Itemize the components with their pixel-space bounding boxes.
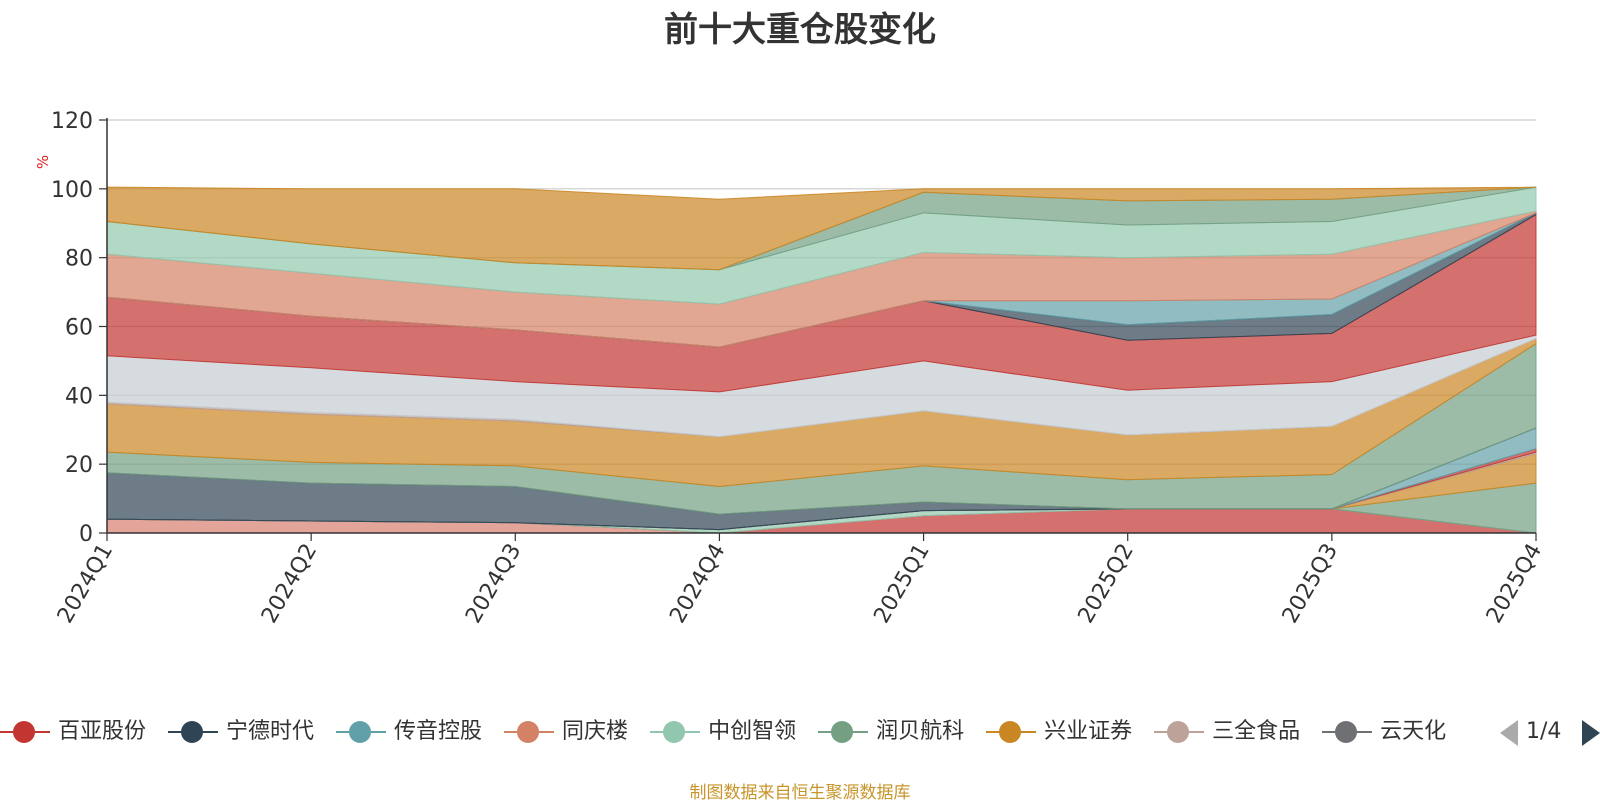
legend-label: 云天化	[1380, 719, 1447, 744]
legend-dot-icon	[181, 721, 204, 743]
legend-dot-icon	[663, 721, 686, 743]
legend-item[interactable]: 润贝航科	[818, 712, 964, 752]
x-tick-label: 2024Q1	[53, 540, 118, 628]
legend-label: 宁德时代	[226, 719, 315, 744]
legend-label: 传音控股	[394, 719, 483, 744]
legend-next-arrow-icon[interactable]	[1582, 720, 1600, 746]
legend-items: 百亚股份 宁德时代 传音控股 同庆楼 中创智领 润贝航科 兴业证券 三全食品 云天化	[0, 712, 1468, 752]
x-tick-label: 2025Q3	[1278, 540, 1343, 628]
legend-label: 同庆楼	[562, 719, 629, 744]
y-tick-label: 60	[65, 316, 93, 341]
x-tick-label: 2024Q2	[257, 540, 322, 628]
legend-prev-arrow-icon[interactable]	[1500, 720, 1518, 746]
legend-label: 百亚股份	[58, 719, 147, 744]
chart-title: 前十大重仓股变化	[664, 10, 936, 50]
y-tick-label: 80	[65, 247, 93, 272]
legend-dot-icon	[1167, 721, 1190, 743]
y-tick-label: 40	[65, 384, 93, 409]
legend-dot-icon	[349, 721, 372, 743]
legend-label: 润贝航科	[876, 719, 965, 744]
x-tick-label: 2025Q2	[1074, 540, 1139, 628]
legend-label: 三全食品	[1212, 719, 1301, 744]
x-tick-label: 2025Q4	[1482, 540, 1547, 628]
y-axis-label: %	[34, 155, 52, 169]
legend-dot-icon	[1335, 721, 1358, 743]
legend-dot-icon	[831, 721, 854, 743]
y-tick-label: 0	[79, 522, 93, 547]
y-tick-label: 120	[51, 109, 93, 134]
legend-label: 中创智领	[708, 719, 797, 744]
legend-label: 兴业证券	[1044, 719, 1133, 744]
source-note: 制图数据来自恒生聚源数据库	[689, 783, 911, 803]
area-series	[106, 186, 1537, 534]
legend-pager: 1/4	[1500, 712, 1600, 752]
area-series-19	[106, 186, 1537, 271]
legend-item[interactable]: 中创智领	[650, 712, 796, 752]
legend-item[interactable]: 传音控股	[336, 712, 482, 752]
legend-item[interactable]: 兴业证券	[986, 712, 1132, 752]
legend-dot-icon	[999, 721, 1022, 743]
legend-item[interactable]: 宁德时代	[168, 712, 314, 752]
legend-dot-icon	[517, 721, 540, 743]
legend-item[interactable]: 同庆楼	[504, 712, 628, 752]
legend-item[interactable]: 云天化	[1322, 712, 1446, 752]
legend-item[interactable]: 三全食品	[1154, 712, 1300, 752]
y-tick-label: 20	[65, 453, 93, 478]
y-tick-label: 100	[51, 178, 93, 203]
legend-dot-icon	[13, 721, 35, 743]
x-tick-label: 2025Q1	[869, 540, 934, 628]
legend-item[interactable]: 百亚股份	[0, 712, 146, 752]
x-tick-label: 2024Q4	[665, 540, 730, 628]
x-tick-label: 2024Q3	[461, 540, 526, 628]
legend-page-indicator: 1/4	[1526, 719, 1562, 744]
legend: 百亚股份 宁德时代 传音控股 同庆楼 中创智领 润贝航科 兴业证券 三全食品 云天化	[0, 712, 1520, 752]
